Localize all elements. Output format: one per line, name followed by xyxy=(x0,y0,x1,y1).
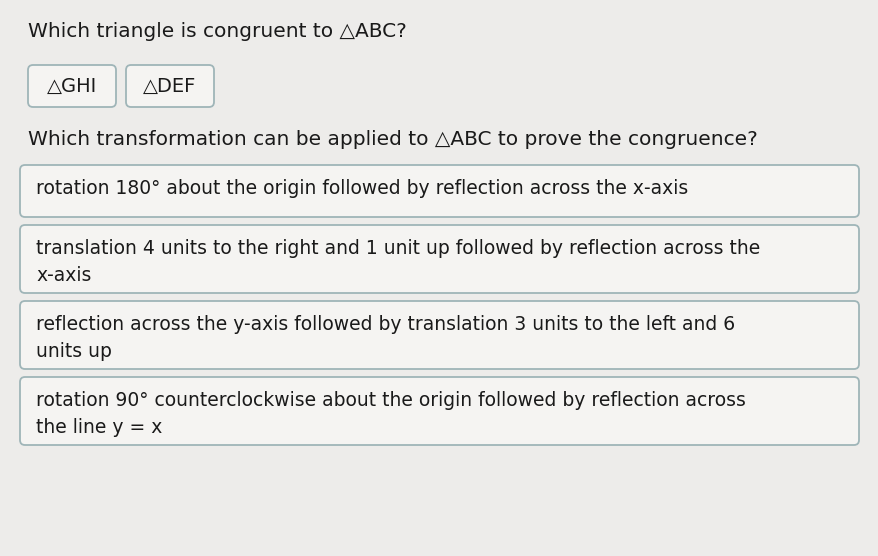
Text: Which triangle is congruent to △ABC?: Which triangle is congruent to △ABC? xyxy=(28,22,407,41)
FancyBboxPatch shape xyxy=(126,65,213,107)
Text: reflection across the y-axis followed by translation 3 units to the left and 6
u: reflection across the y-axis followed by… xyxy=(36,315,734,361)
Text: rotation 90° counterclockwise about the origin followed by reflection across
the: rotation 90° counterclockwise about the … xyxy=(36,391,745,437)
FancyBboxPatch shape xyxy=(20,377,858,445)
Text: △DEF: △DEF xyxy=(143,77,197,96)
Text: translation 4 units to the right and 1 unit up followed by reflection across the: translation 4 units to the right and 1 u… xyxy=(36,239,759,285)
Text: rotation 180° about the origin followed by reflection across the x-axis: rotation 180° about the origin followed … xyxy=(36,179,687,198)
Text: Which transformation can be applied to △ABC to prove the congruence?: Which transformation can be applied to △… xyxy=(28,130,757,149)
FancyBboxPatch shape xyxy=(20,301,858,369)
Text: △GHI: △GHI xyxy=(47,77,97,96)
FancyBboxPatch shape xyxy=(28,65,116,107)
FancyBboxPatch shape xyxy=(20,165,858,217)
FancyBboxPatch shape xyxy=(20,225,858,293)
